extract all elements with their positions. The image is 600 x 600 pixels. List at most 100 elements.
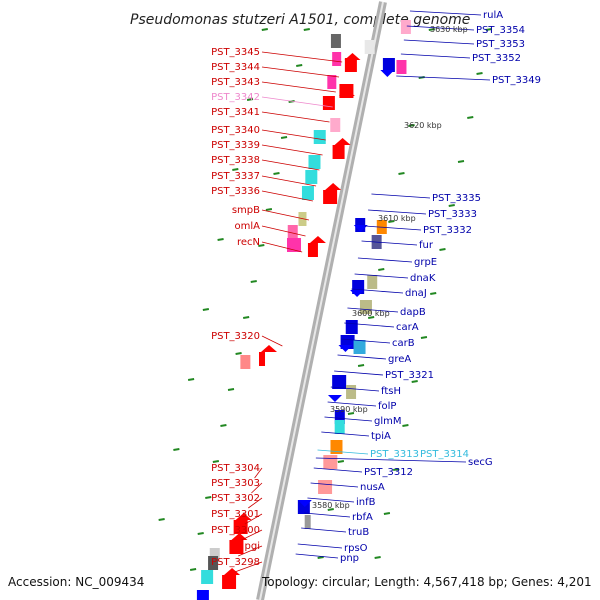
topology-text: Topology: circular; Length: 4,567,418 bp… <box>261 575 592 589</box>
gene-block <box>330 440 343 454</box>
leader-line <box>396 75 491 81</box>
gene-label: PST_3320 <box>211 331 260 342</box>
leader-line <box>254 467 263 479</box>
gc-tick <box>337 460 345 463</box>
gene-label: dapB <box>400 307 426 318</box>
leader-line <box>261 175 317 187</box>
reverse-arrow <box>380 70 395 77</box>
gene-label: PST_3339 <box>211 140 260 151</box>
gene-label: PST_3353 <box>476 39 525 50</box>
gc-tick <box>158 518 165 521</box>
leader-line <box>248 497 263 509</box>
gc-tick <box>261 28 268 31</box>
gc-tick <box>265 208 273 211</box>
kbp-marker: 3610 kbp <box>378 214 416 223</box>
leader-line <box>357 257 413 263</box>
gene-block <box>332 52 342 66</box>
gene-block <box>332 375 347 389</box>
gene-label: rbfA <box>352 512 373 523</box>
kbp-marker: 3590 kbp <box>330 405 368 414</box>
forward-arrow <box>344 53 361 60</box>
gene-block <box>322 96 335 110</box>
leader-line <box>304 512 351 518</box>
gene-block <box>222 575 237 589</box>
leader-line <box>295 553 339 559</box>
gene-block <box>313 130 326 144</box>
gc-tick <box>393 468 400 471</box>
leader-line <box>313 467 363 473</box>
gene-label: carB <box>392 338 415 349</box>
gene-label: PST_3298 <box>211 557 260 568</box>
gene-label: glmM <box>374 416 402 427</box>
gene-block <box>209 548 220 562</box>
gene-label: pnp <box>340 553 359 564</box>
gc-tick <box>250 280 257 283</box>
gene-label: dnaK <box>410 273 436 284</box>
gc-tick <box>411 380 418 383</box>
gc-tick <box>202 308 210 311</box>
forward-arrow <box>231 533 248 540</box>
backbone-highlight <box>259 1 384 600</box>
reverse-arrow <box>338 345 353 352</box>
leader-line <box>354 273 409 279</box>
gc-tick <box>189 568 197 571</box>
reverse-arrow <box>297 500 312 507</box>
gene-block <box>323 455 338 469</box>
label-leader-lines <box>234 10 491 573</box>
gc-tick <box>420 336 428 339</box>
gene-block <box>301 186 314 200</box>
gene-block <box>382 58 395 72</box>
forward-arrow <box>224 568 241 575</box>
gene-label: PST_3336 <box>211 186 260 197</box>
gene-label: infB <box>356 497 376 508</box>
leader-line <box>251 482 263 494</box>
gene-block <box>367 275 378 289</box>
gene-label: PST_3338 <box>211 155 260 166</box>
gene-label: PST_3340 <box>211 125 260 136</box>
gene-label: PST_3321 <box>385 370 434 381</box>
gene-label: dnaJ <box>405 288 427 299</box>
gene-block <box>307 243 318 257</box>
gene-label: carA <box>396 322 419 333</box>
gc-tick <box>374 556 381 559</box>
gene-block <box>233 520 248 534</box>
reverse-arrow <box>350 290 365 297</box>
leader-line <box>406 25 475 31</box>
gc-tick <box>430 292 437 295</box>
gene-label: fur <box>419 240 434 251</box>
gc-tick <box>476 72 483 75</box>
gene-label: omlA <box>235 221 261 232</box>
leader-line <box>315 457 467 463</box>
gene-block <box>208 556 219 570</box>
leader-line <box>261 241 303 253</box>
leader-line <box>307 497 355 503</box>
gc-tick <box>243 316 250 319</box>
gc-tick <box>258 244 265 247</box>
gc-tick <box>212 460 220 463</box>
gene-label: PST_3354 <box>476 25 525 36</box>
gene-block <box>353 340 366 354</box>
leader-line <box>364 225 422 231</box>
gene-label: PST_3313 <box>370 449 419 460</box>
leader-line <box>297 543 343 549</box>
gene-label: grpE <box>414 257 437 268</box>
leader-line <box>340 338 391 344</box>
gene-label: PST_3335 <box>432 193 481 204</box>
gene-labels: PST_3345 PST_3344 PST_3343 PST_3342 PST_3341… <box>211 10 541 568</box>
gc-tick <box>246 98 254 101</box>
kbp-marker: 3580 kbp <box>312 501 350 510</box>
kbp-marker: 3600 kbp <box>352 309 390 318</box>
gc-tick <box>232 168 239 171</box>
gene-label: smpB <box>232 205 260 216</box>
gc-tick <box>357 364 365 367</box>
leader-line <box>261 335 283 347</box>
gc-tick <box>402 424 409 427</box>
forward-arrow <box>309 236 326 243</box>
gc-tick <box>388 220 395 223</box>
gene-block <box>396 60 407 74</box>
gene-block <box>201 570 214 584</box>
leader-line <box>261 96 333 108</box>
gene-label: PST_3301 <box>211 509 260 520</box>
leader-line <box>368 209 427 215</box>
leader-line <box>261 111 330 123</box>
